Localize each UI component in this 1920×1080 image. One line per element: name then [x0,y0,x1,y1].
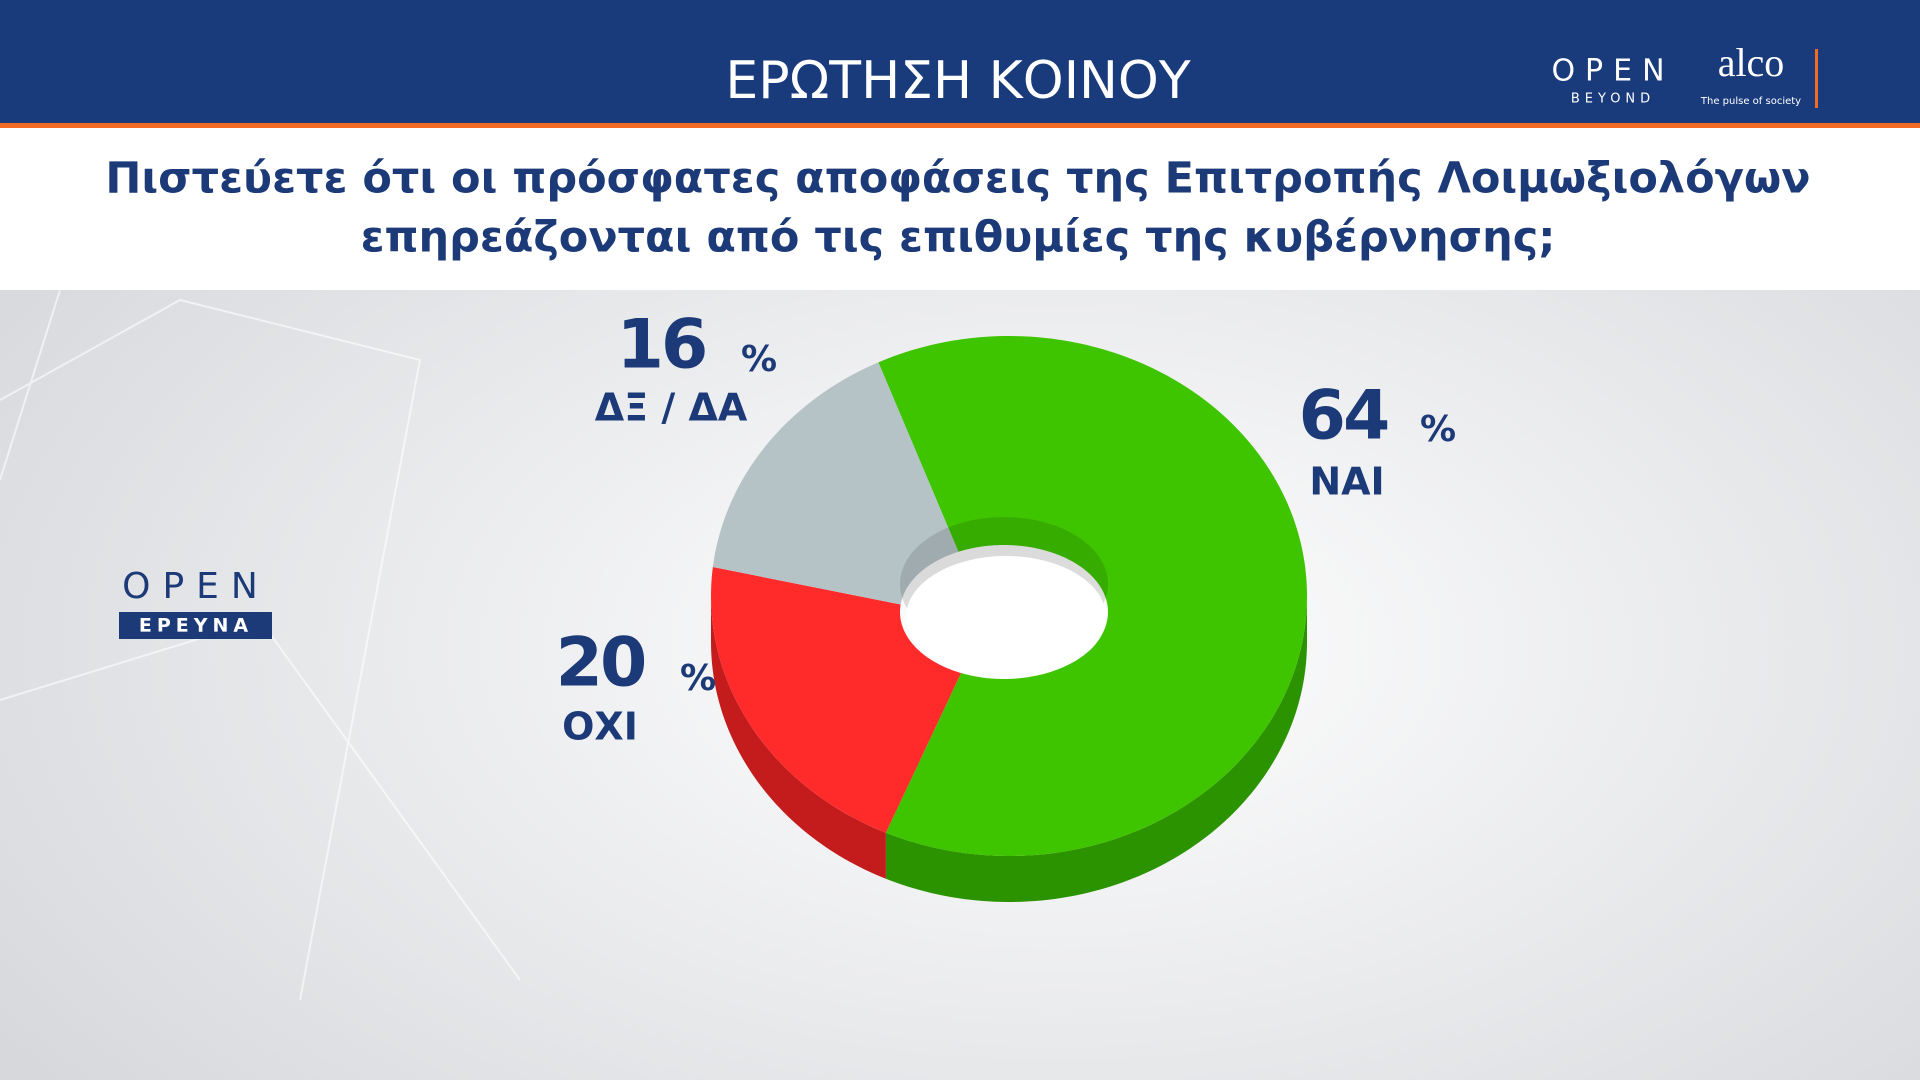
value-label: 16 [617,306,706,385]
logo-research: ΕΡΕΥΝΑ [139,615,253,637]
slice [712,362,959,605]
value-unit: % [741,339,777,380]
value-label: 64 [1299,377,1388,456]
logo-box [119,612,272,639]
logo-open: OPEN [122,566,270,607]
question: επηρεάζονται από τις επιθυμίες της κυβέρ… [361,213,1556,263]
slice-side [885,596,1307,902]
value-unit: % [1420,409,1456,450]
hole [906,556,1106,678]
logo-alco: alco [1718,40,1785,85]
value-unit: % [680,658,716,699]
logo-open: OPEN [1551,54,1674,89]
value-label: 20 [556,624,645,703]
slice-side [711,596,886,879]
category-label: ΝΑΙ [1309,460,1384,504]
slice [711,567,962,833]
category-label: ΟΧΙ [562,705,638,749]
logo-alco-tagline: The pulse of society [1700,96,1801,107]
donut-chart: 64 % ΝΑΙ 20 % ΟΧΙ 16 % ΔΞ / ΔΑ [556,306,1456,902]
header-bar [0,0,1920,123]
question: Πιστεύετε ότι οι πρόσφατες αποφάσεις της… [105,154,1810,204]
header-title: ΕΡΩΤΗΣΗ ΚΟΙΝΟΥ [725,51,1190,111]
question-band [0,128,1920,290]
logo-beyond: BEYOND [1571,92,1655,107]
logo-divider [1815,49,1818,108]
category-label: ΔΞ / ΔΑ [595,386,748,430]
slice [878,336,1307,856]
header-accent [0,123,1920,128]
